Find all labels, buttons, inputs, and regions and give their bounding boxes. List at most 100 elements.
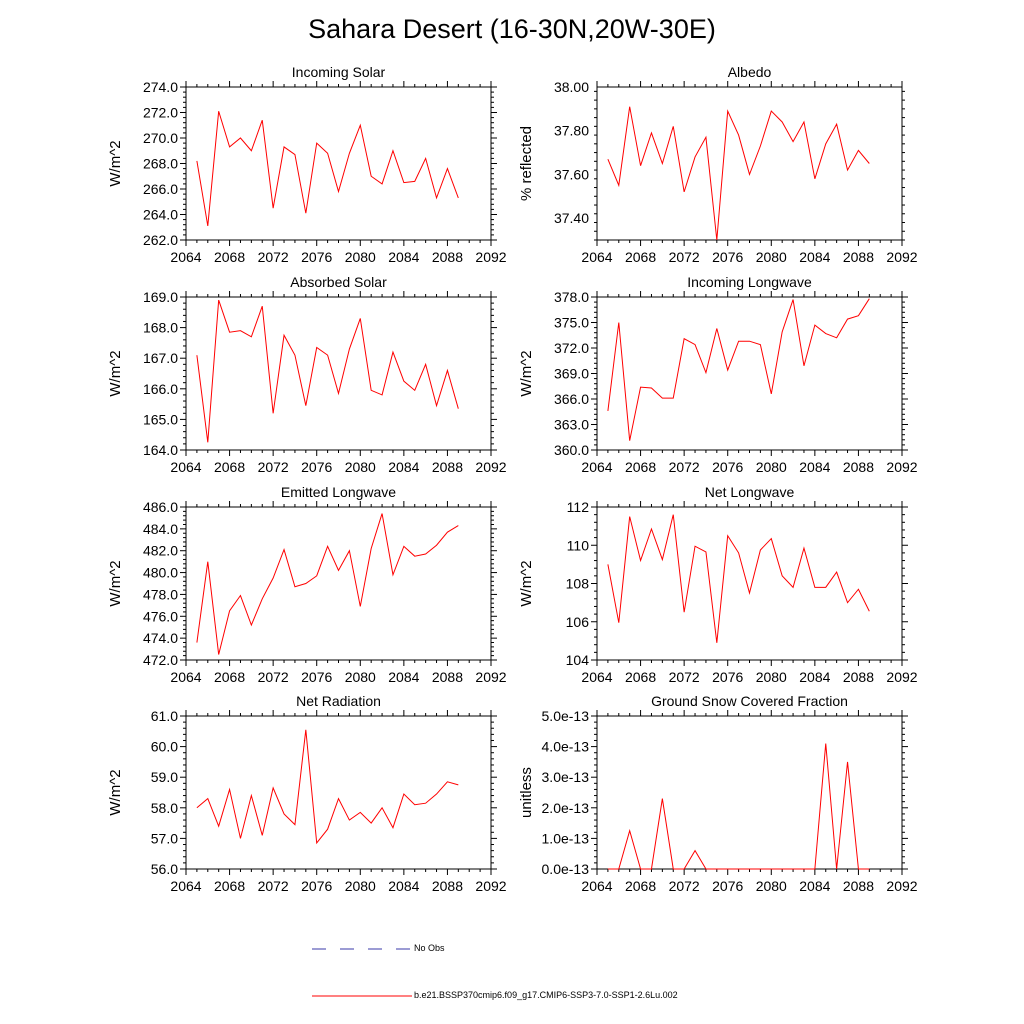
- x-tick-label: 2064: [170, 878, 201, 894]
- x-tick-label: 2068: [625, 878, 656, 894]
- y-tick-label: 38.00: [554, 79, 589, 95]
- data-point: [228, 331, 231, 334]
- data-point: [435, 793, 438, 796]
- data-point: [617, 321, 620, 324]
- series-line: [607, 743, 870, 870]
- data-point: [759, 343, 762, 346]
- x-tick-label: 2068: [625, 459, 656, 475]
- data-point: [337, 797, 340, 800]
- y-tick-label: 1.0e-13: [542, 830, 590, 846]
- y-tick-label: 369.0: [554, 366, 589, 382]
- data-point: [283, 548, 286, 551]
- y-tick-label: 37.80: [554, 123, 589, 139]
- y-axis-label: W/m^2: [518, 560, 535, 606]
- data-point: [195, 159, 198, 162]
- data-point: [650, 386, 653, 389]
- data-point: [639, 164, 642, 167]
- y-axis-label: unitless: [518, 767, 535, 818]
- y-tick-label: 59.0: [151, 769, 178, 785]
- data-point: [813, 177, 816, 180]
- y-tick-label: 108: [566, 576, 590, 592]
- y-tick-label: 4.0e-13: [542, 739, 590, 755]
- data-point: [348, 549, 351, 552]
- x-tick-label: 2080: [345, 459, 376, 475]
- series-line: [196, 729, 459, 845]
- panel-2: 2064 2068 2072 2076 2080 2084 2088 2092 37.40 37.…: [518, 64, 918, 265]
- data-point: [337, 569, 340, 572]
- data-point: [261, 305, 264, 308]
- x-tick-label: 2068: [214, 459, 245, 475]
- data-point: [370, 389, 373, 392]
- data-point: [228, 609, 231, 612]
- plot-frame: [185, 506, 492, 661]
- y-tick-label: 366.0: [554, 391, 589, 407]
- data-point: [868, 610, 871, 613]
- data-point: [846, 169, 849, 172]
- x-tick-label: 2080: [756, 459, 787, 475]
- data-point: [359, 124, 362, 127]
- data-point: [781, 120, 784, 123]
- x-tick-label: 2080: [756, 669, 787, 685]
- y-tick-label: 5.0e-13: [542, 708, 590, 724]
- data-point: [228, 145, 231, 148]
- series-line: [607, 106, 870, 241]
- x-tick-label: 2072: [669, 249, 700, 265]
- data-point: [857, 588, 860, 591]
- data-point: [857, 868, 860, 871]
- data-point: [694, 849, 697, 852]
- data-point: [802, 120, 805, 123]
- data-point: [283, 334, 286, 337]
- plot-frame: [185, 296, 492, 451]
- data-point: [704, 868, 707, 871]
- data-point: [672, 868, 675, 871]
- x-tick-label: 2092: [475, 459, 506, 475]
- panel-8: 2064 2068 2072 2076 2080 2084 2088 2092 0.0e-13 1…: [518, 693, 918, 894]
- x-tick-label: 2092: [886, 669, 917, 685]
- y-tick-label: 167.0: [143, 350, 178, 366]
- data-point: [217, 110, 220, 113]
- y-tick-label: 37.40: [554, 210, 589, 226]
- x-tick-label: 2088: [843, 669, 874, 685]
- data-point: [835, 336, 838, 339]
- data-point: [617, 621, 620, 624]
- data-point: [748, 868, 751, 871]
- y-axis-label: W/m^2: [107, 350, 124, 396]
- data-point: [326, 545, 329, 548]
- data-point: [435, 404, 438, 407]
- data-point: [228, 788, 231, 791]
- data-point: [661, 162, 664, 165]
- data-point: [715, 239, 718, 242]
- y-tick-label: 480.0: [143, 565, 178, 581]
- x-tick-label: 2068: [214, 249, 245, 265]
- data-point: [868, 868, 871, 871]
- x-tick-label: 2088: [432, 669, 463, 685]
- data-point: [650, 868, 653, 871]
- data-point: [715, 868, 718, 871]
- panel-title: Albedo: [728, 64, 772, 80]
- data-point: [683, 868, 686, 871]
- data-point: [250, 794, 253, 797]
- x-tick-label: 2092: [475, 878, 506, 894]
- data-point: [424, 157, 427, 160]
- data-point: [792, 140, 795, 143]
- data-point: [239, 137, 242, 140]
- data-point: [726, 868, 729, 871]
- data-point: [781, 868, 784, 871]
- legend-obs-line: [312, 948, 412, 950]
- x-tick-label: 2072: [258, 878, 289, 894]
- data-point: [824, 742, 827, 745]
- data-point: [315, 841, 318, 844]
- data-point: [759, 549, 762, 552]
- x-tick-label: 2068: [214, 669, 245, 685]
- data-point: [639, 559, 642, 562]
- data-point: [868, 162, 871, 165]
- y-tick-label: 272.0: [143, 105, 178, 121]
- data-point: [868, 297, 871, 300]
- x-tick-label: 2080: [345, 249, 376, 265]
- legend-model-label: b.e21.BSSP370cmip6.f09_g17.CMIP6-SSP3-7.…: [414, 990, 678, 1000]
- data-point: [737, 340, 740, 343]
- y-tick-label: 37.60: [554, 166, 589, 182]
- y-tick-label: 478.0: [143, 586, 178, 602]
- data-point: [304, 728, 307, 731]
